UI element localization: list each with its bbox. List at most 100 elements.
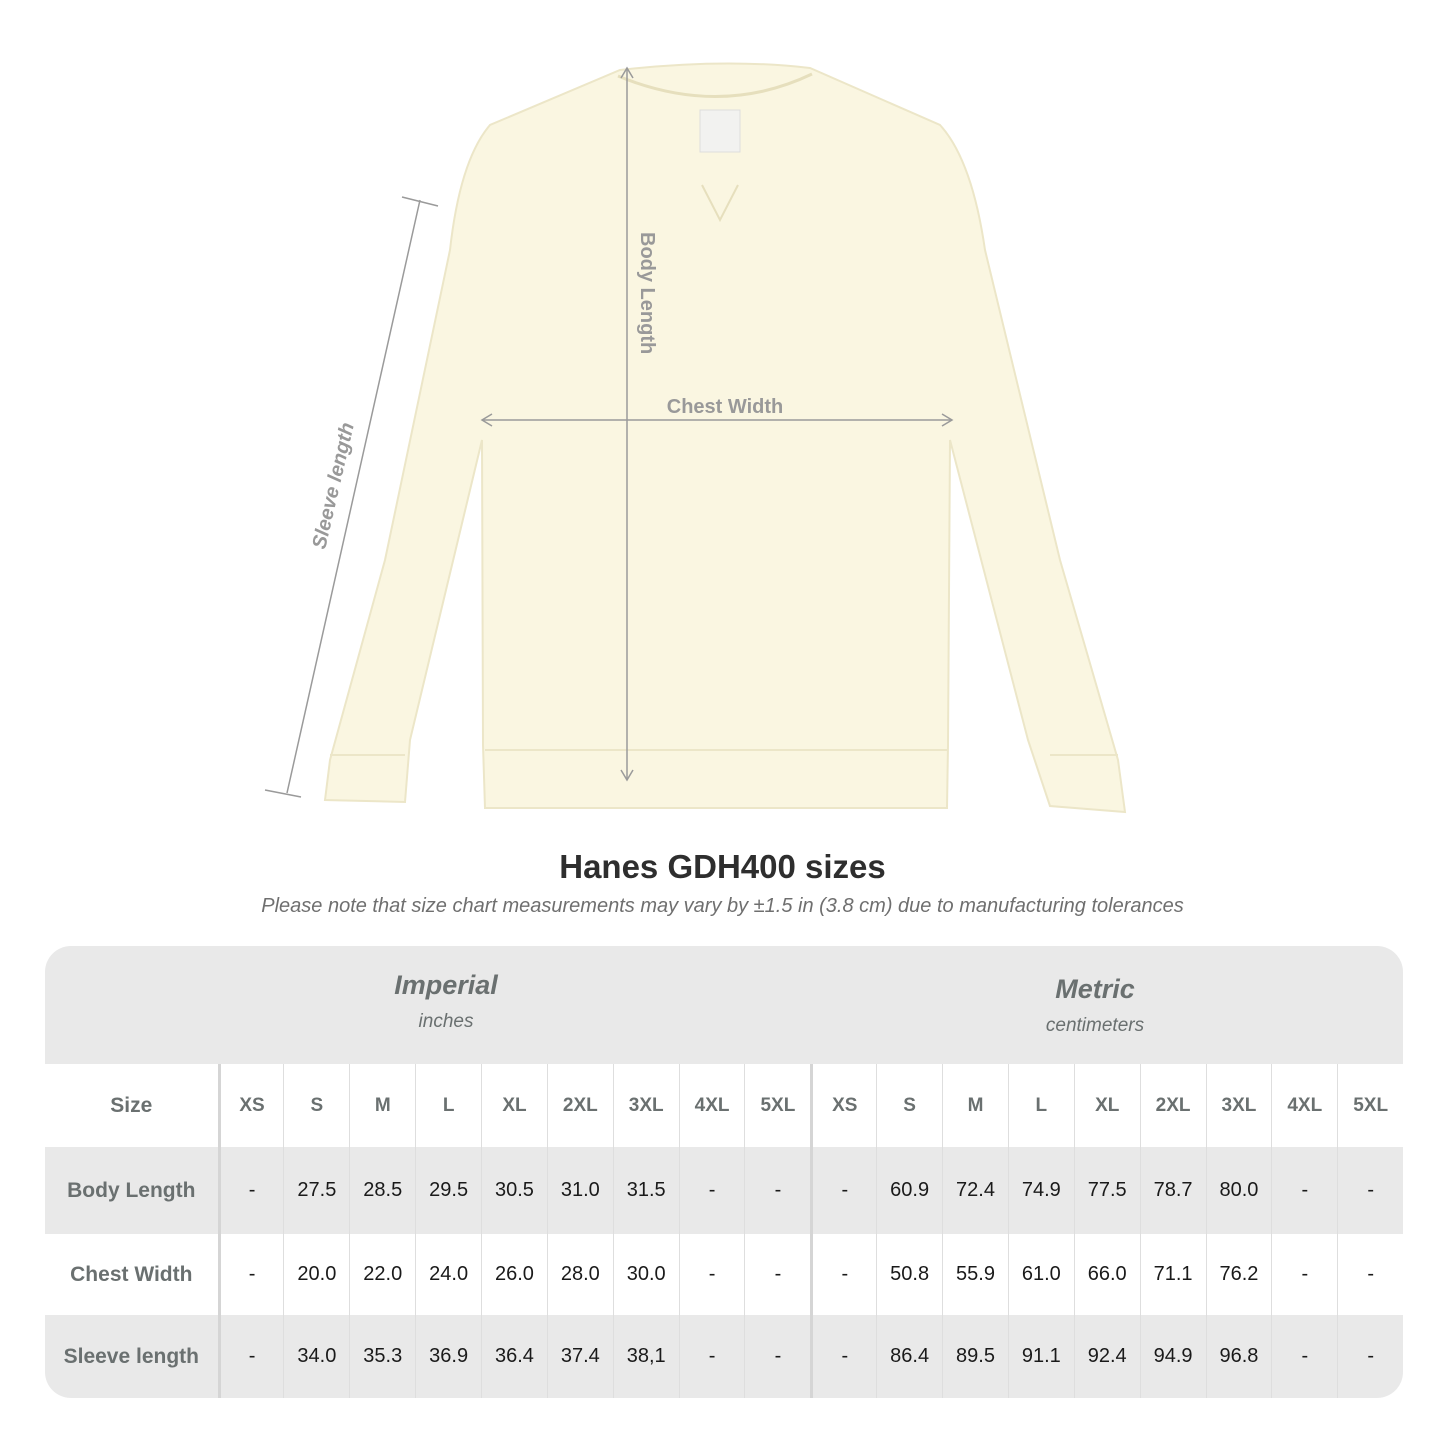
table-cell-metric: - <box>1337 1234 1403 1315</box>
size-header-imperial: XS <box>217 1064 284 1147</box>
table-cell-imperial: - <box>217 1234 284 1315</box>
metric-header: Metric centimeters <box>811 974 1379 1037</box>
table-cell-metric: 96.8 <box>1205 1315 1272 1398</box>
table-cell-metric: 91.1 <box>1007 1315 1074 1398</box>
table-cell-imperial: 26.0 <box>481 1234 547 1315</box>
table-row: Chest Width -20.0 22.0 24.0 26.0 28.0 30.0- - -5… <box>45 1234 1403 1315</box>
table-row: Sleeve length -34.0 35.3 36.9 36.4 37.4 38,1- -… <box>45 1315 1403 1398</box>
collar-v <box>701 184 739 223</box>
size-header-imperial: 3XL <box>612 1064 679 1147</box>
table-cell-metric: 80.0 <box>1205 1147 1272 1234</box>
table-cell-metric: 61.0 <box>1007 1234 1074 1315</box>
table-cell-metric: 78.7 <box>1139 1147 1206 1234</box>
chest-width-label: Chest Width <box>667 396 783 418</box>
table-cell-imperial: 36.4 <box>481 1315 547 1398</box>
size-header-metric: XS <box>810 1064 876 1147</box>
body-length-label: Body Length <box>636 232 658 354</box>
table-cell-metric: - <box>1271 1147 1337 1234</box>
table-cell-metric: 50.8 <box>876 1234 942 1315</box>
table-cell-metric: 86.4 <box>876 1315 942 1398</box>
collar <box>617 72 813 98</box>
table-cell-metric: - <box>1271 1315 1337 1398</box>
metric-unit: centimeters <box>1045 1015 1145 1036</box>
table-cell-metric: - <box>1271 1234 1337 1315</box>
table-cell-metric: - <box>1337 1315 1403 1398</box>
table-cell-imperial: - <box>744 1234 810 1315</box>
size-header-imperial: S <box>283 1064 349 1147</box>
size-header-metric: XL <box>1073 1064 1140 1147</box>
table-cell-metric: 71.1 <box>1139 1234 1206 1315</box>
table-cell-imperial: - <box>678 1315 745 1398</box>
table-cell-imperial: 31.0 <box>546 1147 613 1234</box>
body-length-arrow <box>620 66 634 782</box>
table-cell-imperial: 27.5 <box>283 1147 349 1234</box>
imperial-header: Imperial inches <box>218 970 674 1033</box>
table-cell-imperial: 30.0 <box>612 1234 679 1315</box>
size-header-imperial: 5XL <box>744 1064 810 1147</box>
table-cell-imperial: - <box>217 1315 284 1398</box>
table-cell-imperial: - <box>217 1147 284 1234</box>
table-cell-imperial: 35.3 <box>349 1315 415 1398</box>
table-cell-metric: 89.5 <box>942 1315 1008 1398</box>
table-cell-imperial: 28.0 <box>546 1234 613 1315</box>
size-table: Imperial inches Metric centimeters Size X… <box>45 946 1403 1398</box>
table-cell-metric: 74.9 <box>1007 1147 1074 1234</box>
sweatshirt-body <box>323 62 1127 814</box>
table-cell-imperial: 31.5 <box>612 1147 679 1234</box>
size-header-metric: S <box>876 1064 942 1147</box>
table-cell-metric: - <box>1337 1147 1403 1234</box>
table-cell-metric: 92.4 <box>1073 1315 1140 1398</box>
sleeve-length-arrow <box>264 196 439 798</box>
size-header-imperial: XL <box>481 1064 547 1147</box>
table-cell-metric: 72.4 <box>942 1147 1008 1234</box>
table-cell-imperial: 36.9 <box>415 1315 481 1398</box>
row-label: Sleeve length <box>63 1344 199 1368</box>
size-header-row: Size XS S M L XL 2XL 3XL 4XL 5XL XS S M L XL 2XL 3XL 4XL 5… <box>45 1064 1403 1147</box>
table-cell-imperial: 28.5 <box>349 1147 415 1234</box>
table-cell-imperial: 20.0 <box>283 1234 349 1315</box>
table-cell-metric: - <box>810 1234 876 1315</box>
table-cell-imperial: 24.0 <box>415 1234 481 1315</box>
table-header-band <box>45 946 1403 1064</box>
table-cell-imperial: 38,1 <box>612 1315 679 1398</box>
size-column-label: Size <box>110 1093 153 1117</box>
size-header-metric: 4XL <box>1271 1064 1337 1147</box>
size-header-metric: 5XL <box>1337 1064 1403 1147</box>
size-header-imperial: L <box>415 1064 481 1147</box>
sleeve-length-label: Sleeve length <box>308 421 358 552</box>
table-cell-imperial: 30.5 <box>481 1147 547 1234</box>
page-title: Hanes GDH400 sizes <box>559 848 886 885</box>
table-row: Body Length -27.5 28.5 29.5 30.5 31.0 31.5- - -6… <box>45 1147 1403 1234</box>
size-header-metric: 3XL <box>1205 1064 1272 1147</box>
tolerance-note: Please note that size chart measurements… <box>261 895 1184 917</box>
table-cell-metric: 77.5 <box>1073 1147 1140 1234</box>
table-cell-metric: 55.9 <box>942 1234 1008 1315</box>
size-header-metric: M <box>942 1064 1008 1147</box>
table-cell-metric: - <box>810 1315 876 1398</box>
row-label: Chest Width <box>70 1262 193 1286</box>
metric-title: Metric <box>1055 974 1135 1004</box>
table-cell-metric: - <box>810 1147 876 1234</box>
table-cell-metric: 60.9 <box>876 1147 942 1234</box>
table-cell-imperial: - <box>744 1147 810 1234</box>
size-header-imperial: 4XL <box>678 1064 745 1147</box>
size-header-metric: 2XL <box>1139 1064 1206 1147</box>
table-cell-imperial: - <box>678 1147 745 1234</box>
row-label: Body Length <box>67 1178 196 1202</box>
table-cell-imperial: 34.0 <box>283 1315 349 1398</box>
sweatshirt-illustration: Body Length Chest Width Sleeve length <box>264 62 1127 814</box>
size-header-imperial: M <box>349 1064 415 1147</box>
size-header-imperial: 2XL <box>546 1064 613 1147</box>
imperial-title: Imperial <box>394 970 498 1000</box>
table-cell-imperial: - <box>678 1234 745 1315</box>
table-cell-imperial: - <box>744 1315 810 1398</box>
neck-label <box>699 109 741 153</box>
size-header-metric: L <box>1007 1064 1074 1147</box>
table-cell-imperial: 37.4 <box>546 1315 613 1398</box>
table-cell-imperial: 29.5 <box>415 1147 481 1234</box>
table-cell-imperial: 22.0 <box>349 1234 415 1315</box>
chest-width-arrow <box>480 413 954 427</box>
table-cell-metric: 76.2 <box>1205 1234 1272 1315</box>
imperial-unit: inches <box>418 1011 474 1032</box>
table-cell-metric: 94.9 <box>1139 1315 1206 1398</box>
